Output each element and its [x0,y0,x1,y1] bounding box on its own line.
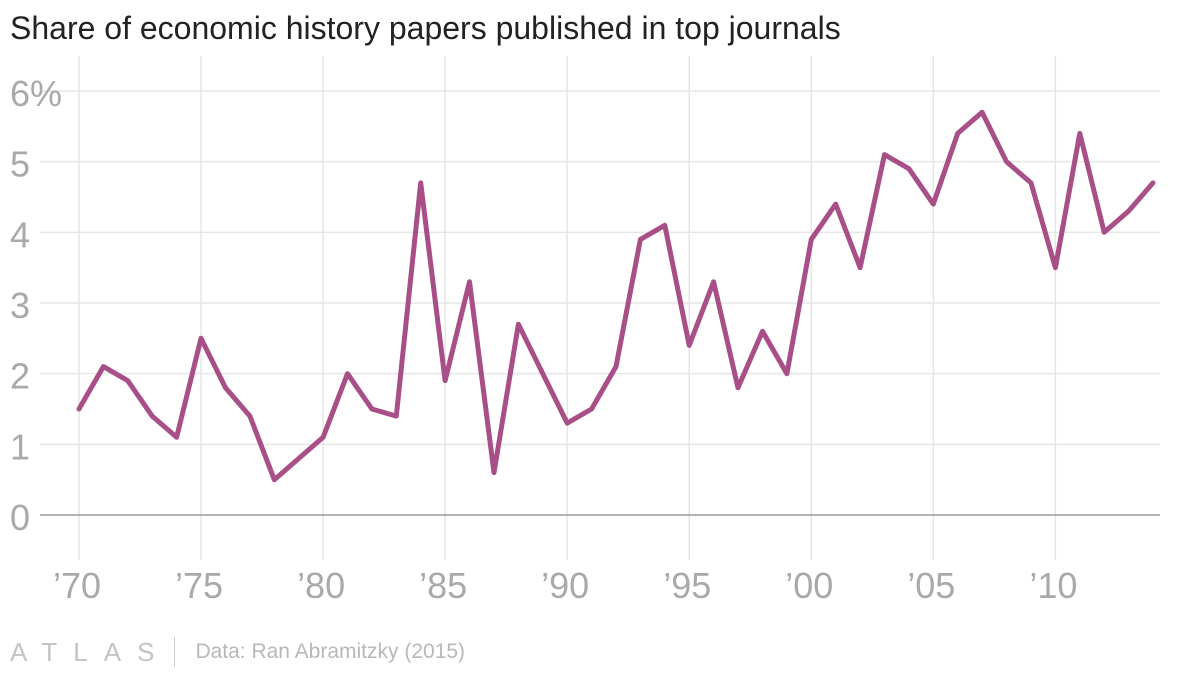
data-point [1077,131,1082,136]
data-point [1053,265,1058,270]
data-point [882,152,887,157]
data-point [931,202,936,207]
data-point [711,279,716,284]
data-point [272,477,277,482]
data-point [296,456,301,461]
data-point [687,343,692,348]
data-point [467,279,472,284]
data-point [906,166,911,171]
data-point [369,407,374,412]
y-tick-label: 3 [10,285,30,326]
data-point [1004,159,1009,164]
data-point [1102,230,1107,235]
x-tick-label: ’95 [663,565,711,606]
grid-layer [40,56,1160,560]
data-point [321,435,326,440]
data-point [540,371,545,376]
chart-title: Share of economic history papers publish… [10,10,841,46]
data-point [760,329,765,334]
x-tick-label: ’75 [175,565,223,606]
data-point [247,414,252,419]
data-source: Data: Ran Abramitzky (2015) [195,640,466,663]
atlas-logo: ATLAS [10,636,171,667]
data-point [809,237,814,242]
data-point [955,131,960,136]
data-point [101,364,106,369]
data-point [589,407,594,412]
data-point [394,414,399,419]
data-point [736,385,741,390]
data-point [784,371,789,376]
tick-label-layer: 0 1 2 3 4 5 6% ’70 ’75 ’80 ’85 ’90 ’95 ’00 ’05 ’10 [10,73,1077,606]
data-point [858,265,863,270]
data-point [1151,180,1156,185]
data-point [77,407,82,412]
data-point [833,202,838,207]
y-tick-label: 5 [10,144,30,185]
y-tick-label: 0 [10,497,30,538]
series-layer [76,109,1156,483]
y-tick-label: 6% [10,73,62,114]
series-line [76,109,1156,483]
data-point [125,378,130,383]
x-tick-label: ’85 [419,565,467,606]
footer-divider [174,637,176,667]
data-point [638,237,643,242]
x-tick-label: ’10 [1029,565,1077,606]
x-tick-label: ’05 [907,565,955,606]
x-tick-label: ’90 [541,565,589,606]
y-tick-label: 4 [10,214,30,255]
y-tick-label: 1 [10,426,30,467]
x-tick-label: ’80 [297,565,345,606]
data-point [1126,209,1131,214]
data-point [980,110,985,115]
data-point [492,470,497,475]
x-tick-label: ’70 [53,565,101,606]
data-point [174,435,179,440]
data-point [150,414,155,419]
data-point [614,364,619,369]
chart-footer: ATLAS Data: Ran Abramitzky (2015) [10,637,465,667]
data-point [443,378,448,383]
data-point [516,322,521,327]
x-tick-label: ’00 [785,565,833,606]
data-point [199,336,204,341]
data-point [1029,180,1034,185]
data-point [345,371,350,376]
data-point [662,223,667,228]
data-point [565,421,570,426]
y-tick-label: 2 [10,356,30,397]
data-point [418,180,423,185]
data-point [223,385,228,390]
